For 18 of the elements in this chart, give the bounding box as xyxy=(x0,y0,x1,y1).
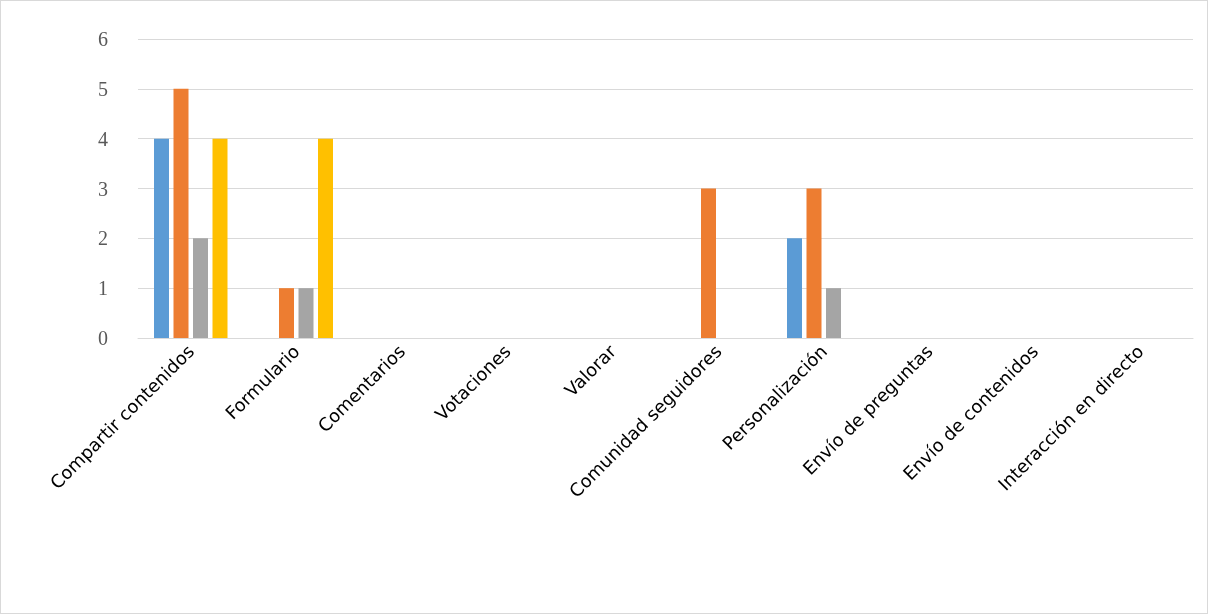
y-tick-label: 2 xyxy=(98,227,108,250)
bar xyxy=(318,138,333,338)
y-tick-label: 1 xyxy=(98,277,108,300)
bar xyxy=(701,188,716,338)
bar xyxy=(279,288,294,338)
bar xyxy=(806,188,822,338)
y-tick-label: 4 xyxy=(98,127,108,150)
bar xyxy=(298,288,314,338)
bar xyxy=(193,238,208,338)
y-tick-label: 5 xyxy=(98,77,108,100)
bar xyxy=(212,138,228,338)
bar xyxy=(826,288,841,338)
y-tick-label: 6 xyxy=(98,28,108,50)
bar xyxy=(173,88,189,338)
y-tick-label: 3 xyxy=(98,177,108,200)
bar xyxy=(154,138,169,338)
bar xyxy=(787,238,802,338)
y-tick-label: 0 xyxy=(98,327,108,349)
